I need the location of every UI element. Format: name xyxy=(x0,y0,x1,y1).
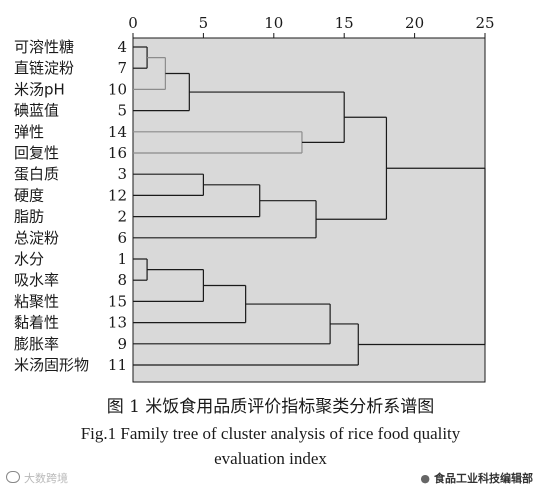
leaf-id-label: 7 xyxy=(117,59,127,77)
leaf-id-label: 1 xyxy=(117,250,127,268)
watermark-right-text: 食品工业科技编辑部 xyxy=(434,472,533,485)
leaf-id-label: 14 xyxy=(108,123,127,141)
leaf-id-label: 9 xyxy=(117,335,127,353)
leaf-name-label: 碘蓝值 xyxy=(14,102,59,120)
leaf-name-label: 硬度 xyxy=(14,186,44,204)
leaf-id-label: 15 xyxy=(108,292,127,310)
leaf-id-label: 16 xyxy=(108,144,127,162)
wechat-icon: ● xyxy=(420,472,430,485)
leaf-id-label: 12 xyxy=(108,186,127,204)
watermark-left: 大数跨境 xyxy=(6,470,68,486)
x-tick-label: 10 xyxy=(264,14,283,32)
caption-chinese: 图 1 米饭食用品质评价指标聚类分析系谱图 xyxy=(106,397,435,417)
caption-english-line-1: Fig.1 Family tree of cluster analysis of… xyxy=(80,424,461,443)
leaf-name-label: 脂肪 xyxy=(14,208,44,226)
leaf-id-label: 10 xyxy=(108,80,127,98)
leaf-name-label: 米汤固形物 xyxy=(14,356,89,374)
x-tick-label: 20 xyxy=(405,14,424,32)
leaf-name-label: 弹性 xyxy=(14,123,44,141)
leaf-name-label: 米汤pH xyxy=(14,80,65,98)
leaf-name-label: 总淀粉 xyxy=(14,229,59,247)
leaf-name-label: 回复性 xyxy=(14,144,59,162)
x-tick-label: 5 xyxy=(199,14,209,32)
watermark-left-text: 大数跨境 xyxy=(24,472,68,485)
leaf-id-label: 6 xyxy=(117,229,127,247)
leaf-id-label: 2 xyxy=(117,208,127,226)
leaf-id-label: 5 xyxy=(117,102,127,120)
leaf-name-label: 水分 xyxy=(14,250,44,268)
leaf-name-label: 蛋白质 xyxy=(14,165,59,183)
leaf-name-label: 膨胀率 xyxy=(14,335,59,353)
leaf-name-label: 吸水率 xyxy=(14,271,59,289)
leaf-id-label: 4 xyxy=(117,38,127,56)
caption-english-line-2: evaluation index xyxy=(214,449,327,468)
leaf-id-label: 13 xyxy=(108,314,127,332)
x-tick-label: 25 xyxy=(475,14,494,32)
plot-area xyxy=(132,37,486,383)
leaf-name-label: 粘聚性 xyxy=(14,292,59,310)
leaf-id-label: 11 xyxy=(108,356,127,374)
x-tick-label: 15 xyxy=(335,14,354,32)
watermark-logo-icon xyxy=(6,471,20,483)
leaf-id-label: 3 xyxy=(117,165,127,183)
x-tick-label: 0 xyxy=(128,14,138,32)
watermark-right: ● 食品工业科技编辑部 xyxy=(420,470,533,486)
leaf-name-label: 可溶性糖 xyxy=(14,38,74,56)
leaf-name-label: 直链淀粉 xyxy=(14,59,74,77)
leaf-name-label: 黏着性 xyxy=(14,314,59,332)
leaf-id-label: 8 xyxy=(117,271,127,289)
